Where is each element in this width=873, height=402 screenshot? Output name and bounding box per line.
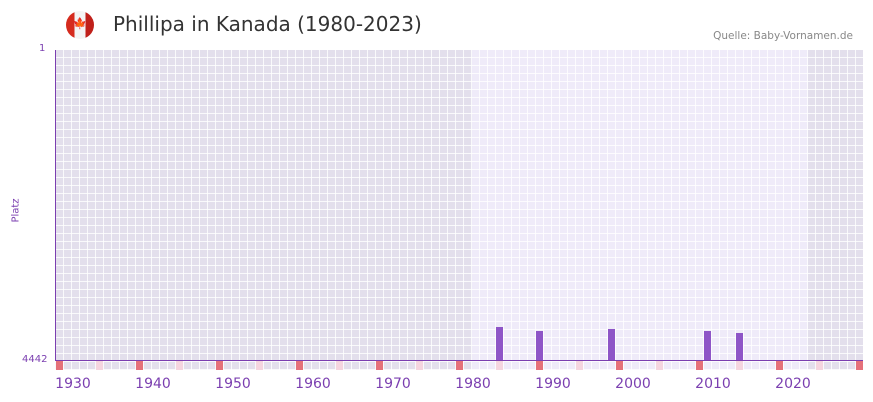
x-tick-label: 2000 — [615, 376, 651, 392]
y-tick-top: 1 — [39, 43, 46, 54]
x-tick-label: 1990 — [535, 376, 571, 392]
half-decade-marker — [176, 361, 183, 370]
bar-2013 — [736, 332, 743, 360]
source-link[interactable]: Quelle: Baby-Vornamen.de — [713, 30, 853, 42]
y-axis — [55, 50, 56, 360]
grid-lines — [55, 50, 863, 370]
decade-marker — [856, 361, 863, 370]
half-decade-marker — [496, 361, 503, 370]
decade-marker — [456, 361, 463, 370]
x-tick-label: 1940 — [135, 376, 171, 392]
decade-marker — [376, 361, 383, 370]
half-decade-marker — [736, 361, 743, 370]
decade-marker — [216, 361, 223, 370]
decade-marker — [56, 361, 63, 370]
decade-marker — [696, 361, 703, 370]
decade-marker — [776, 361, 783, 370]
y-axis-label: Platz — [10, 198, 22, 223]
half-decade-marker — [816, 361, 823, 370]
decade-marker — [296, 361, 303, 370]
canada-flag-icon: 🍁 — [66, 11, 94, 39]
bar-2009 — [704, 331, 711, 360]
x-tick-label: 2020 — [775, 376, 811, 392]
bar-1983 — [496, 327, 503, 360]
bar-1997 — [608, 329, 615, 360]
x-tick-label: 1970 — [375, 376, 411, 392]
decade-marker — [616, 361, 623, 370]
x-tick-label: 1960 — [295, 376, 331, 392]
y-tick-bottom: 4442 — [22, 354, 48, 365]
plot-area — [55, 50, 863, 370]
x-axis — [55, 360, 863, 361]
half-decade-marker — [256, 361, 263, 370]
half-decade-marker — [576, 361, 583, 370]
half-decade-marker — [416, 361, 423, 370]
x-tick-label: 1980 — [455, 376, 491, 392]
bar-1988 — [536, 331, 543, 360]
decade-marker — [136, 361, 143, 370]
half-decade-marker — [96, 361, 103, 370]
decade-marker — [536, 361, 543, 370]
x-tick-label: 1950 — [215, 376, 251, 392]
chart-title: Phillipa in Kanada (1980-2023) — [113, 12, 422, 36]
x-tick-label: 1930 — [55, 376, 91, 392]
half-decade-marker — [656, 361, 663, 370]
half-decade-marker — [336, 361, 343, 370]
x-tick-label: 2010 — [695, 376, 731, 392]
